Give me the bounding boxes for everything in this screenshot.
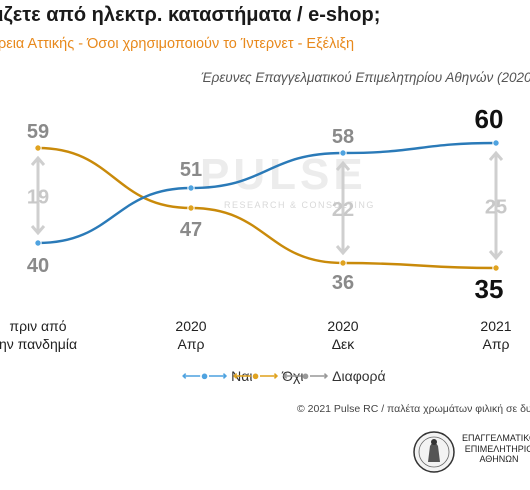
chamber-seal-icon [413, 431, 455, 473]
legend-item-difference[interactable]: ⟵●⟶ Διαφορά [283, 368, 386, 384]
legend-item-yes[interactable]: ⟵●⟶ Ναι [182, 368, 252, 384]
x-tick-label: Απρ [178, 336, 205, 352]
x-tick-label: 2020 [327, 318, 358, 334]
pulse-watermark: PULSE [200, 150, 367, 199]
data-point [187, 204, 195, 212]
chart-title: ιζετε από ηλεκτρ. καταστήματα / e-shop; [0, 4, 381, 26]
legend-item-no[interactable]: ⟵●⟶ Όχι [233, 368, 303, 384]
data-label-no: 35 [475, 274, 504, 304]
chamber-logo-text: ΕΠΑΓΓΕΛΜΑΤΙΚΟ ΕΠΙΜΕΛΗΤΗΡΙΟ ΑΘΗΝΩΝ [462, 433, 530, 465]
data-label-no: 36 [332, 272, 354, 294]
x-tick-label: Δεκ [332, 336, 356, 352]
line-chart: 19 22 25 40 51 58 60 59 47 36 35 πριν από ην πανδημί… [0, 104, 512, 352]
legend-marker-difference-icon: ⟵●⟶ [283, 368, 329, 383]
footer-credit: © 2021 Pulse RC / παλέτα χρωμάτων φιλική… [297, 403, 530, 415]
legend-label-no: Όχι [282, 368, 304, 384]
legend-marker-no-icon: ⟵●⟶ [233, 368, 279, 383]
difference-arrow-head-up [335, 160, 351, 171]
data-point [339, 149, 347, 157]
difference-arrow-head-down [30, 225, 46, 236]
data-label-yes: 58 [332, 126, 354, 148]
difference-arrow-head-down [335, 245, 351, 256]
x-tick-label: πριν από [9, 318, 66, 334]
data-point [492, 264, 500, 272]
difference-arrow-head-up [30, 155, 46, 166]
data-point [492, 139, 500, 147]
logo-line-2: ΕΠΙΜΕΛΗΤΗΡΙΟ [464, 443, 530, 454]
x-tick-label: 2020 [175, 318, 206, 334]
pulse-watermark-sub: RESEARCH & CONSULTING [224, 200, 375, 210]
legend-label-difference: Διαφορά [332, 368, 386, 384]
source-note: Έρευνες Επαγγελματικού Επιμελητηρίου Αθη… [201, 70, 530, 85]
data-point [339, 259, 347, 267]
data-point [34, 144, 42, 152]
legend-marker-yes-icon: ⟵●⟶ [182, 368, 228, 383]
logo-line-1: ΕΠΑΓΓΕΛΜΑΤΙΚΟ [462, 433, 530, 443]
logo-line-3: ΑΘΗΝΩΝ [479, 454, 519, 464]
data-label-yes: 51 [180, 159, 202, 181]
data-label-no: 59 [27, 121, 49, 143]
difference-label: 19 [27, 187, 49, 209]
data-label-no: 47 [180, 219, 202, 241]
data-label-yes: 60 [475, 104, 504, 134]
difference-label: 25 [485, 197, 507, 219]
legend-label-yes: Ναι [231, 368, 253, 384]
difference-arrow-head-down [488, 250, 504, 261]
chart-subtitle: ρεια Αττικής - Όσοι χρησιμοποιούν το Ίντ… [0, 36, 355, 52]
x-tick-label: ην πανδημία [0, 336, 77, 352]
difference-label: 22 [332, 199, 354, 221]
data-point [187, 184, 195, 192]
series-line-no [37, 146, 497, 270]
x-tick-label: Απρ [483, 336, 510, 352]
x-tick-label: 2021 [480, 318, 511, 334]
difference-arrow-head-up [488, 150, 504, 161]
data-label-yes: 40 [27, 255, 49, 277]
data-point [34, 239, 42, 247]
series-line-yes [37, 141, 497, 245]
